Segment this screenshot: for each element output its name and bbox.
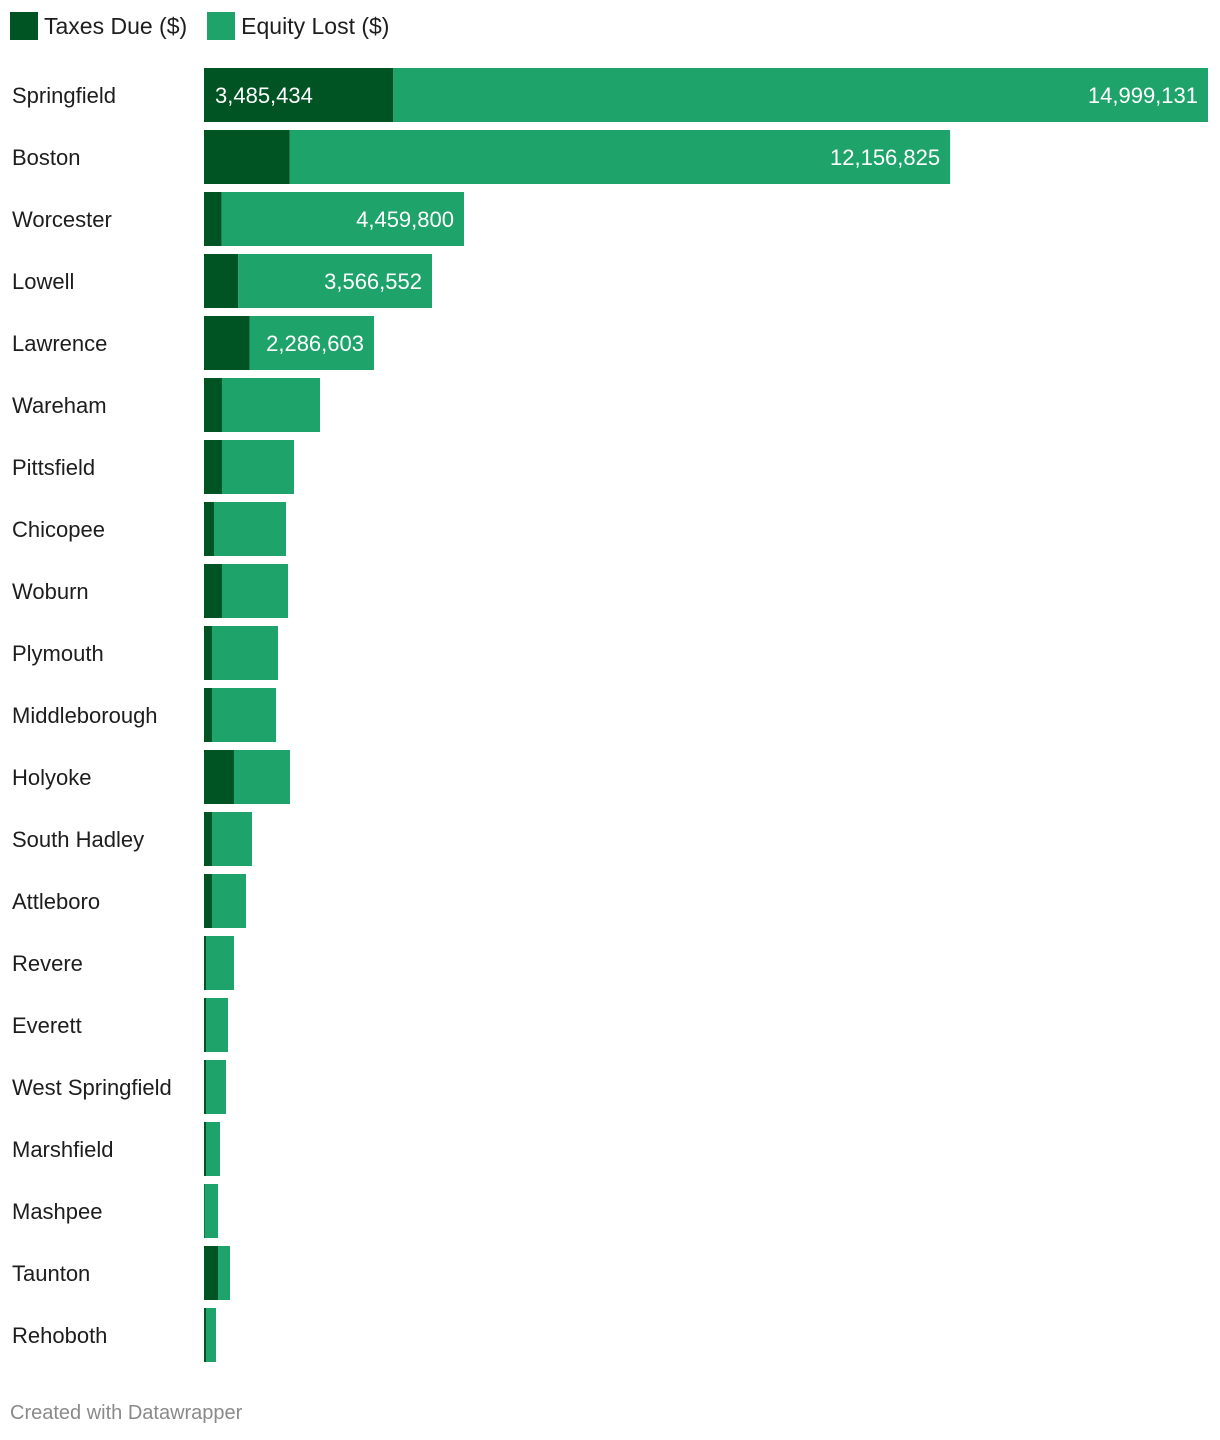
category-label: Revere	[12, 951, 83, 976]
data-label-equity: 4,459,800	[356, 207, 454, 232]
data-label-equity: 12,156,825	[830, 145, 940, 170]
bar-equity-lost	[211, 812, 253, 866]
category-label: Boston	[12, 145, 81, 170]
legend-swatch-equity	[207, 12, 236, 40]
data-label-equity: 14,999,131	[1088, 83, 1198, 108]
legend-label-taxes: Taxes Due ($)	[44, 12, 188, 39]
bar-taxes-due	[204, 936, 207, 990]
category-label: Mashpee	[12, 1199, 103, 1224]
bar-taxes-due	[204, 378, 222, 432]
category-label: Everett	[12, 1013, 82, 1038]
bar-taxes-due	[204, 68, 394, 122]
bar-equity-lost	[213, 502, 287, 556]
bar-equity-lost	[393, 68, 1209, 122]
bar-taxes-due	[204, 998, 207, 1052]
bar-equity-lost	[206, 1122, 221, 1176]
category-label: Chicopee	[12, 517, 105, 542]
bar-equity-lost	[221, 440, 295, 494]
category-label: Lawrence	[12, 331, 107, 356]
bar-equity-lost	[221, 564, 289, 618]
category-label: Holyoke	[12, 765, 91, 790]
legend-swatch-taxes	[10, 12, 38, 40]
category-label: Plymouth	[12, 641, 104, 666]
category-label: Pittsfield	[12, 455, 95, 480]
bar-equity-lost	[206, 936, 234, 990]
bar-taxes-due	[204, 130, 290, 184]
bar-taxes-due	[204, 564, 222, 618]
bar-taxes-due	[204, 750, 234, 804]
footer-credit: Created with Datawrapper	[10, 1402, 243, 1424]
bar-equity-lost	[211, 688, 277, 742]
data-label-equity: 3,566,552	[324, 269, 422, 294]
legend-item-equity: Equity Lost ($)	[207, 12, 389, 40]
category-label: Wareham	[12, 393, 107, 418]
bar-equity-lost	[211, 626, 278, 680]
bar-taxes-due	[204, 1184, 205, 1238]
bar-taxes-due	[204, 626, 212, 680]
bar-taxes-due	[204, 812, 212, 866]
bar-taxes-due	[204, 1308, 207, 1362]
bar-taxes-due	[204, 1246, 219, 1300]
bar-taxes-due	[204, 192, 222, 246]
category-label: Springfield	[12, 83, 116, 108]
category-label: Attleboro	[12, 889, 100, 914]
bar-taxes-due	[204, 1122, 207, 1176]
category-label: Middleborough	[12, 703, 158, 728]
data-label-equity: 2,286,603	[266, 331, 364, 356]
bar-equity-lost	[249, 316, 374, 370]
bar-taxes-due	[204, 254, 239, 308]
bar-taxes-due	[204, 688, 212, 742]
category-label: Rehoboth	[12, 1323, 107, 1348]
category-label: West Springfield	[12, 1075, 172, 1100]
bar-taxes-due	[204, 440, 222, 494]
legend: Taxes Due ($) Equity Lost ($)	[10, 12, 409, 40]
bar-equity-lost	[289, 130, 951, 184]
bar-chart: Springfield 3,485,434 14,999,131 Boston 12,1…	[12, 68, 1209, 1362]
category-label: Woburn	[12, 579, 89, 604]
legend-item-taxes: Taxes Due ($)	[10, 12, 187, 40]
bar-equity-lost	[206, 1060, 226, 1114]
bar-taxes-due	[204, 502, 214, 556]
bar-equity-lost	[233, 750, 290, 804]
bar-equity-lost	[221, 192, 464, 246]
bar-equity-lost	[221, 378, 321, 432]
bar-taxes-due	[204, 1060, 207, 1114]
bar-equity-lost	[238, 254, 432, 308]
category-label: Worcester	[12, 207, 112, 232]
category-label: Taunton	[12, 1261, 90, 1286]
bar-equity-lost	[218, 1246, 231, 1300]
bar-equity-lost	[206, 998, 229, 1052]
bar-equity-lost	[206, 1308, 217, 1362]
bar-equity-lost	[204, 1184, 219, 1238]
category-label: Marshfield	[12, 1137, 113, 1162]
category-label: South Hadley	[12, 827, 144, 852]
legend-label-equity: Equity Lost ($)	[241, 12, 390, 39]
bar-taxes-due	[204, 316, 250, 370]
bar-taxes-due	[204, 874, 212, 928]
category-label: Lowell	[12, 269, 74, 294]
data-label-taxes: 3,485,434	[215, 83, 313, 108]
bar-equity-lost	[211, 874, 246, 928]
